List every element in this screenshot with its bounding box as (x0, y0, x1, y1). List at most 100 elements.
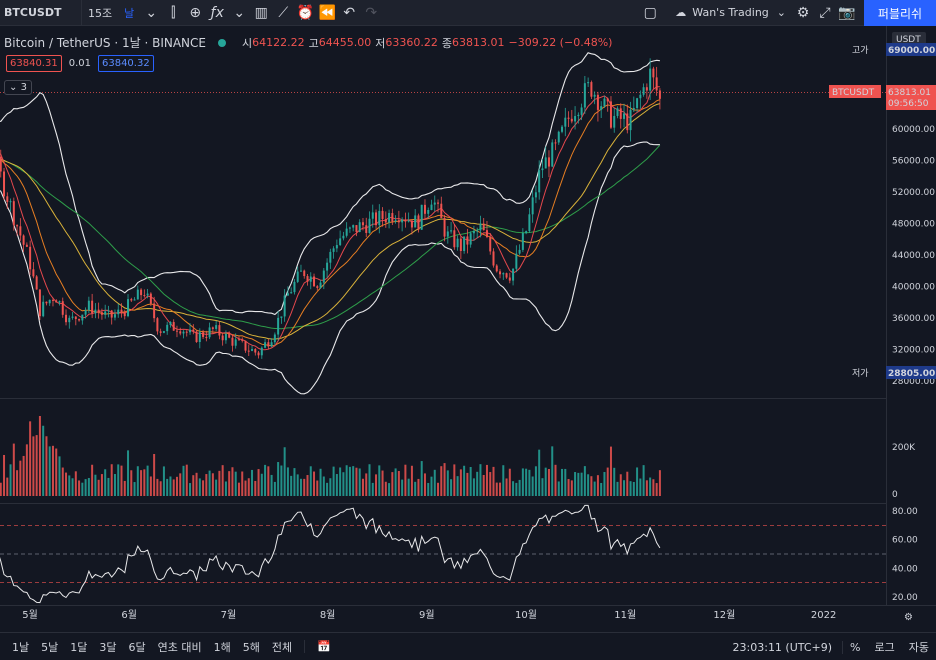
range-button[interactable]: 3달 (99, 640, 117, 654)
bar-chart-icon[interactable]: ▥ (254, 4, 268, 21)
volume-bar (378, 465, 381, 496)
candle (12, 197, 15, 231)
volume-bar (299, 478, 302, 496)
candle (450, 221, 453, 234)
volume-bar (91, 464, 94, 496)
volume-bar (107, 477, 110, 496)
maximize-icon[interactable]: ⤢ (819, 4, 831, 21)
camera-icon[interactable]: 📷 (838, 4, 856, 21)
volume-bar (123, 480, 126, 496)
candle (153, 296, 156, 323)
log-toggle[interactable]: 로그 (874, 641, 895, 654)
interval-day-button[interactable]: 날 (118, 0, 140, 26)
candle (482, 217, 485, 231)
candle (616, 106, 619, 119)
candle (583, 75, 586, 114)
time-tick-label: 11월 (614, 609, 636, 621)
indicators-fx-icon[interactable]: ƒx (210, 4, 224, 21)
gear-icon[interactable]: ⚙ (904, 612, 913, 623)
candle (554, 139, 557, 151)
volume-bar (547, 469, 550, 496)
candle (626, 104, 629, 134)
candle (169, 321, 172, 328)
volume-bar (228, 471, 231, 496)
range-button[interactable]: 1달 (70, 640, 88, 654)
indicators-toggle[interactable]: ⌄ 3 (4, 80, 32, 95)
candles-style-icon[interactable]: ⫿ (171, 4, 176, 21)
volume-bar (551, 446, 554, 496)
range-button[interactable]: 전체 (271, 640, 293, 654)
layout-menu-button[interactable]: ☁ Wan's Trading ⌄ (669, 0, 792, 26)
volume-bar (352, 466, 355, 496)
candle (381, 207, 384, 227)
volume-bar (655, 483, 658, 496)
volume-bar (0, 482, 2, 496)
candle (309, 272, 312, 290)
candle (25, 242, 28, 248)
volume-bar (430, 476, 433, 496)
volume-bar (221, 465, 224, 496)
chart-area[interactable]: 64000.0060000.0056000.0052000.0048000.00… (0, 26, 936, 632)
candle (273, 332, 276, 346)
time-tick-label: 6월 (121, 609, 137, 621)
volume-bar (345, 465, 348, 496)
candle (404, 212, 407, 228)
buy-button[interactable]: 63840.32 (97, 55, 154, 72)
fullscreen-square-icon[interactable]: ▢ (643, 4, 657, 21)
candle (525, 230, 528, 235)
range-button[interactable]: 6달 (128, 640, 146, 654)
candle (502, 272, 505, 280)
volume-bar (316, 480, 319, 496)
symbol-search-button[interactable]: BTCUSDT (0, 0, 82, 26)
volume-bar (437, 482, 440, 496)
candle (221, 332, 224, 346)
volume-bar (58, 456, 61, 496)
volume-bar (136, 466, 139, 496)
volume-bar (6, 477, 9, 496)
percent-toggle[interactable]: % (850, 640, 861, 654)
publish-button[interactable]: 퍼블리쉬 (864, 0, 936, 26)
volume-bar (561, 468, 564, 496)
compare-plus-icon[interactable]: ⊕ (189, 4, 202, 21)
interval-15-button[interactable]: 15조 (88, 6, 113, 20)
redo-icon[interactable]: ↷ (365, 4, 378, 21)
sell-button[interactable]: 63840.31 (6, 55, 62, 72)
rsi-tick-label: 20.00 (892, 593, 918, 603)
candle (551, 139, 554, 168)
chevron-down-icon[interactable]: ⌄ (233, 4, 246, 21)
range-button[interactable]: 5해 (242, 640, 260, 654)
volume-bar (273, 481, 276, 496)
volume-bar (296, 474, 299, 496)
undo-icon[interactable]: ↶ (343, 4, 356, 21)
volume-bar (574, 472, 577, 496)
candle (136, 285, 139, 300)
gear-icon[interactable]: ⚙ (796, 4, 810, 21)
range-button[interactable]: 연초 대비 (157, 640, 202, 654)
volume-bar (264, 464, 267, 496)
range-button[interactable]: 1날 (12, 640, 30, 654)
volume-bar (254, 480, 257, 496)
volume-bar (613, 467, 616, 496)
legend-low-label: 저 (375, 36, 386, 50)
legend-close: 63813.01 (451, 36, 505, 49)
volume-bar (394, 468, 397, 496)
replay-icon[interactable]: ⏪ (318, 4, 336, 21)
volume-bar (42, 425, 45, 496)
candle (577, 112, 580, 124)
chevron-down-icon[interactable]: ⌄ (145, 4, 158, 21)
volume-bar (208, 470, 211, 496)
alert-clock-icon[interactable]: ⏰ (296, 4, 314, 21)
range-button[interactable]: 1해 (213, 640, 231, 654)
range-button[interactable]: 5날 (41, 640, 59, 654)
clock[interactable]: 23:03:11 (UTC+9) (726, 640, 844, 654)
candle (378, 204, 381, 234)
area-chart-icon[interactable]: ⟋ (278, 4, 289, 21)
market-status-dot (217, 38, 226, 47)
candle (521, 228, 524, 253)
auto-toggle[interactable]: 자동 (908, 641, 929, 654)
volume-bar (639, 478, 642, 496)
goto-date-icon[interactable]: 📅 (304, 640, 343, 653)
volume-bar (531, 476, 534, 496)
volume-bar (593, 481, 596, 496)
volume-bar (130, 470, 133, 496)
